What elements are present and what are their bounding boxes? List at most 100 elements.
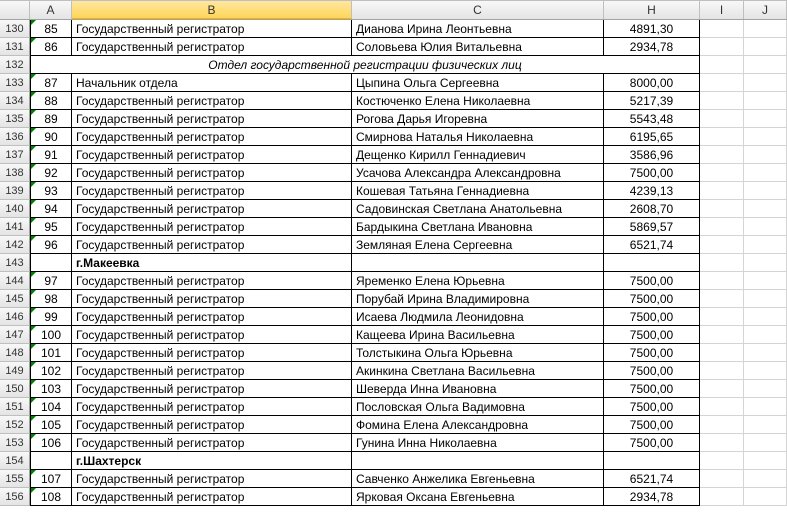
- empty-cell[interactable]: [700, 308, 744, 326]
- cell-A[interactable]: 88: [30, 92, 72, 110]
- col-header-A[interactable]: A: [30, 1, 72, 19]
- cell-C[interactable]: Савченко Анжелика Евгеньевна: [352, 470, 604, 488]
- cell-B[interactable]: Начальник отдела: [72, 74, 352, 92]
- col-header-J[interactable]: J: [744, 1, 787, 19]
- empty-cell[interactable]: [744, 470, 787, 488]
- empty-cell[interactable]: [744, 92, 787, 110]
- empty-cell[interactable]: [744, 488, 787, 506]
- cell-C[interactable]: Кащеева Ирина Васильевна: [352, 326, 604, 344]
- row-header[interactable]: 152: [0, 416, 30, 434]
- row-header[interactable]: 133: [0, 74, 30, 92]
- empty-cell[interactable]: [744, 254, 787, 272]
- cell-H[interactable]: 4891,30: [604, 20, 700, 38]
- empty-cell[interactable]: [700, 128, 744, 146]
- cell-B[interactable]: Государственный регистратор: [72, 380, 352, 398]
- cell-B[interactable]: Государственный регистратор: [72, 164, 352, 182]
- cell-A[interactable]: 97: [30, 272, 72, 290]
- row-header[interactable]: 140: [0, 200, 30, 218]
- cell-A[interactable]: 101: [30, 344, 72, 362]
- cell-H[interactable]: 6521,74: [604, 470, 700, 488]
- cell-B[interactable]: Государственный регистратор: [72, 272, 352, 290]
- cell-B[interactable]: Государственный регистратор: [72, 362, 352, 380]
- cell-A[interactable]: 93: [30, 182, 72, 200]
- subheader-city[interactable]: г.Макеевка: [72, 254, 352, 272]
- cell-A[interactable]: 92: [30, 164, 72, 182]
- row-header[interactable]: 149: [0, 362, 30, 380]
- row-header[interactable]: 136: [0, 128, 30, 146]
- empty-cell[interactable]: [744, 38, 787, 56]
- cell-C[interactable]: Дианова Ирина Леонтьевна: [352, 20, 604, 38]
- cell-A[interactable]: 105: [30, 416, 72, 434]
- cell-C[interactable]: Смирнова Наталья Николаевна: [352, 128, 604, 146]
- cell-C[interactable]: Соловьева Юлия Витальевна: [352, 38, 604, 56]
- cell-C[interactable]: Рогова Дарья Игоревна: [352, 110, 604, 128]
- cell-C[interactable]: Кошевая Татьяна Геннадиевна: [352, 182, 604, 200]
- empty-cell[interactable]: [744, 326, 787, 344]
- empty-cell[interactable]: [744, 290, 787, 308]
- row-header[interactable]: 130: [0, 20, 30, 38]
- cell-C[interactable]: Ярковая Оксана Евгеньевна: [352, 488, 604, 506]
- empty-cell[interactable]: [700, 56, 744, 74]
- cell-A[interactable]: 103: [30, 380, 72, 398]
- row-header[interactable]: 154: [0, 452, 30, 470]
- row-header[interactable]: 139: [0, 182, 30, 200]
- empty-cell[interactable]: [744, 452, 787, 470]
- row-header[interactable]: 137: [0, 146, 30, 164]
- empty-cell[interactable]: [744, 272, 787, 290]
- cell-B[interactable]: Государственный регистратор: [72, 308, 352, 326]
- empty-cell[interactable]: [700, 470, 744, 488]
- cell-B[interactable]: Государственный регистратор: [72, 146, 352, 164]
- col-header-B[interactable]: B: [72, 1, 352, 19]
- cell-B[interactable]: Государственный регистратор: [72, 416, 352, 434]
- cell-C[interactable]: Фомина Елена Александровна: [352, 416, 604, 434]
- empty-cell[interactable]: [744, 56, 787, 74]
- cell-C[interactable]: [352, 254, 604, 272]
- cell-C[interactable]: Садовинская Светлана Анатольевна: [352, 200, 604, 218]
- cell-C[interactable]: Усачова Александра Александровна: [352, 164, 604, 182]
- empty-cell[interactable]: [700, 434, 744, 452]
- cell-H[interactable]: 6195,65: [604, 128, 700, 146]
- cell-H[interactable]: 3586,96: [604, 146, 700, 164]
- row-header[interactable]: 135: [0, 110, 30, 128]
- empty-cell[interactable]: [700, 110, 744, 128]
- cell-A[interactable]: 91: [30, 146, 72, 164]
- cell-B[interactable]: Государственный регистратор: [72, 218, 352, 236]
- row-header[interactable]: 131: [0, 38, 30, 56]
- cell-B[interactable]: Государственный регистратор: [72, 38, 352, 56]
- empty-cell[interactable]: [700, 92, 744, 110]
- empty-cell[interactable]: [700, 380, 744, 398]
- cell-H[interactable]: 7500,00: [604, 362, 700, 380]
- cell-A[interactable]: 104: [30, 398, 72, 416]
- cell-B[interactable]: Государственный регистратор: [72, 182, 352, 200]
- empty-cell[interactable]: [700, 362, 744, 380]
- cell-H[interactable]: 2608,70: [604, 200, 700, 218]
- cell-C[interactable]: Костюченко Елена Николаевна: [352, 92, 604, 110]
- empty-cell[interactable]: [744, 416, 787, 434]
- empty-cell[interactable]: [700, 344, 744, 362]
- cell-C[interactable]: Пословская Ольга Вадимовна: [352, 398, 604, 416]
- empty-cell[interactable]: [700, 488, 744, 506]
- empty-cell[interactable]: [744, 344, 787, 362]
- cell-H[interactable]: 7500,00: [604, 380, 700, 398]
- cell-A[interactable]: 94: [30, 200, 72, 218]
- empty-cell[interactable]: [700, 74, 744, 92]
- row-header[interactable]: 147: [0, 326, 30, 344]
- subheader-city[interactable]: г.Шахтерск: [72, 452, 352, 470]
- cell-C[interactable]: Гунина Инна Николаевна: [352, 434, 604, 452]
- cell-H[interactable]: 2934,78: [604, 488, 700, 506]
- cell-C[interactable]: Бардыкина Светлана Ивановна: [352, 218, 604, 236]
- cell-H[interactable]: 4239,13: [604, 182, 700, 200]
- cell-A[interactable]: 96: [30, 236, 72, 254]
- cell-H[interactable]: 7500,00: [604, 344, 700, 362]
- cell-H[interactable]: 7500,00: [604, 326, 700, 344]
- empty-cell[interactable]: [744, 434, 787, 452]
- cell-B[interactable]: Государственный регистратор: [72, 434, 352, 452]
- col-header-H[interactable]: H: [604, 1, 700, 19]
- row-header[interactable]: 142: [0, 236, 30, 254]
- cell-A[interactable]: 89: [30, 110, 72, 128]
- cell-B[interactable]: Государственный регистратор: [72, 398, 352, 416]
- cell-B[interactable]: Государственный регистратор: [72, 344, 352, 362]
- empty-cell[interactable]: [744, 200, 787, 218]
- row-header[interactable]: 145: [0, 290, 30, 308]
- cell-H[interactable]: 2934,78: [604, 38, 700, 56]
